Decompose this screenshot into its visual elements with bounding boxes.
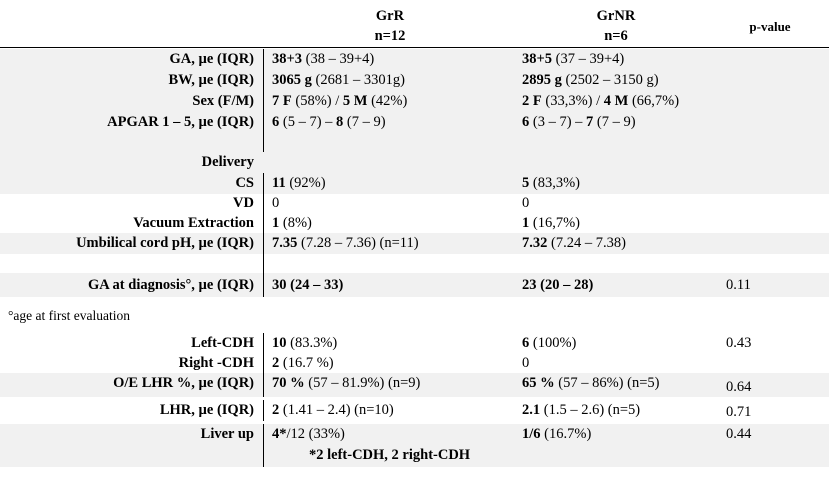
column-divider [263,424,264,445]
grr-value: 7 F (58%) / 5 M (42%) [272,93,408,109]
row-label: Left-CDH [191,335,254,351]
row-label: Umbilical cord pH, µe (IQR) [76,235,254,251]
row-label: Right -CDH [178,355,254,371]
grr-value: 3065 g (2681 – 3301g) [272,72,405,88]
grr-value: 70 % (57 – 81.9%) (n=9) [272,375,421,391]
column-divider [263,233,264,254]
header-p-value: p-value [749,19,791,34]
grr-value: 10 (83.3%) [272,335,338,351]
p-value: 0.43 [726,335,752,351]
grr-value: 2 (1.41 – 2.4) (n=10) [272,402,394,418]
grnr-value: 2895 g (2502 – 3150 g) [522,72,659,88]
grnr-value: 2 F (33,3%) / 4 M (66,7%) [522,93,680,109]
header-grnr-n: n=6 [604,28,628,44]
header-grr: GrR [375,8,405,24]
grr-value: 38+3 (38 – 39+4) [272,51,375,67]
row-label: GA at diagnosis°, µe (IQR) [87,277,254,293]
row-lhr: LHR, µe (IQR) 2 (1.41 – 2.4) (n=10) 2.1 … [0,400,829,421]
grr-value: 2 (16.7 %) [272,355,334,371]
row-label: Vacuum Extraction [133,215,254,231]
column-divider [263,112,264,133]
row-label: Delivery [201,154,254,170]
column-divider [263,254,264,275]
grnr-value: 1 (16,7%) [522,215,580,231]
p-value: 0.71 [726,404,752,420]
column-divider [263,173,264,194]
row-label: GA, µe (IQR) [169,51,254,67]
header-rule [0,47,829,48]
row-ph: Umbilical cord pH, µe (IQR) 7.35 (7.28 –… [0,233,829,254]
row-label: LHR, µe (IQR) [159,402,254,418]
row-footnote: *2 left-CDH, 2 right-CDH [0,445,829,467]
column-divider [263,91,264,112]
row-label: VD [233,195,254,211]
row-label: CS [235,175,254,191]
grnr-value: 6 (100%) [522,335,577,351]
row-vacuum: Vacuum Extraction 1 (8%) 1 (16,7%) [0,213,829,234]
column-divider [263,213,264,234]
grr-value: 6 (5 – 7) – 8 (7 – 9) [272,114,386,130]
row-label: BW, µe (IQR) [168,72,254,88]
p-value: 0.11 [726,277,751,293]
column-divider [263,49,264,70]
grnr-value: 23 (20 – 28) [522,277,594,293]
grr-value: 7.35 (7.28 – 7.36) (n=11) [272,235,419,251]
row-ga: GA, µe (IQR) 38+3 (38 – 39+4) 38+5 (37 –… [0,49,829,70]
row-sex: Sex (F/M) 7 F (58%) / 5 M (42%) 2 F (33,… [0,91,829,112]
grnr-value: 5 (83,3%) [522,175,580,191]
row-delivery: Delivery [0,152,829,173]
row-vd: VD 0 0 [0,193,829,214]
row-label: Liver up [200,426,254,442]
grr-value: 0 [272,195,280,211]
grr-value: 1 (8%) [272,215,312,231]
row-label: APGAR 1 – 5, µe (IQR) [107,114,254,130]
row-label: O/E LHR %, µe (IQR) [113,375,254,391]
grnr-value: 38+5 (37 – 39+4) [522,51,625,67]
column-divider [263,273,264,297]
row-ga-diagnosis: GA at diagnosis°, µe (IQR) 30 (24 – 33) … [0,273,829,297]
row-cs: CS 11 (92%) 5 (83,3%) [0,173,829,194]
column-divider [263,353,264,374]
p-value: 0.64 [726,379,752,395]
column-divider [263,193,264,214]
column-divider [263,400,264,421]
p-value: 0.44 [726,426,752,442]
footnote-degree: °age at first evaluation [8,308,130,323]
row-liver-up: Liver up 4*/12 (33%) 1/6 (16.7%) 0.44 [0,424,829,445]
grnr-value: 7.32 (7.24 – 7.38) [522,235,626,251]
header-group-nr: GrNR n=6 [566,6,666,46]
row-left-cdh: Left-CDH 10 (83.3%) 6 (100%) 0.43 [0,333,829,354]
column-divider [263,373,264,397]
header-group-r: GrR n=12 [340,6,440,46]
grnr-value: 6 (3 – 7) – 7 (7 – 9) [522,114,636,130]
column-divider [263,333,264,354]
column-divider [263,133,264,154]
row-label: Sex (F/M) [192,93,254,109]
footnote-asterisk: *2 left-CDH, 2 right-CDH [309,447,471,463]
grr-value: 30 (24 – 33) [272,277,344,293]
row-apgar: APGAR 1 – 5, µe (IQR) 6 (5 – 7) – 8 (7 –… [0,112,829,133]
grnr-value: 1/6 (16.7%) [522,426,592,442]
header-grr-n: n=12 [374,28,406,44]
grnr-value: 0 [522,195,530,211]
row-right-cdh: Right -CDH 2 (16.7 %) 0 [0,353,829,374]
grnr-value: 2.1 (1.5 – 2.6) (n=5) [522,402,641,418]
row-spacer [0,254,829,275]
grr-value: 4*/12 (33%) [272,426,345,442]
column-divider [263,70,264,91]
row-oe-lhr: O/E LHR %, µe (IQR) 70 % (57 – 81.9%) (n… [0,373,829,397]
grr-value: 11 (92%) [272,175,326,191]
row-spacer [0,133,829,154]
column-divider [263,445,264,467]
row-bw: BW, µe (IQR) 3065 g (2681 – 3301g) 2895 … [0,70,829,91]
grnr-value: 65 % (57 – 86%) (n=5) [522,375,660,391]
grnr-value: 0 [522,355,530,371]
header-grnr: GrNR [596,8,636,24]
